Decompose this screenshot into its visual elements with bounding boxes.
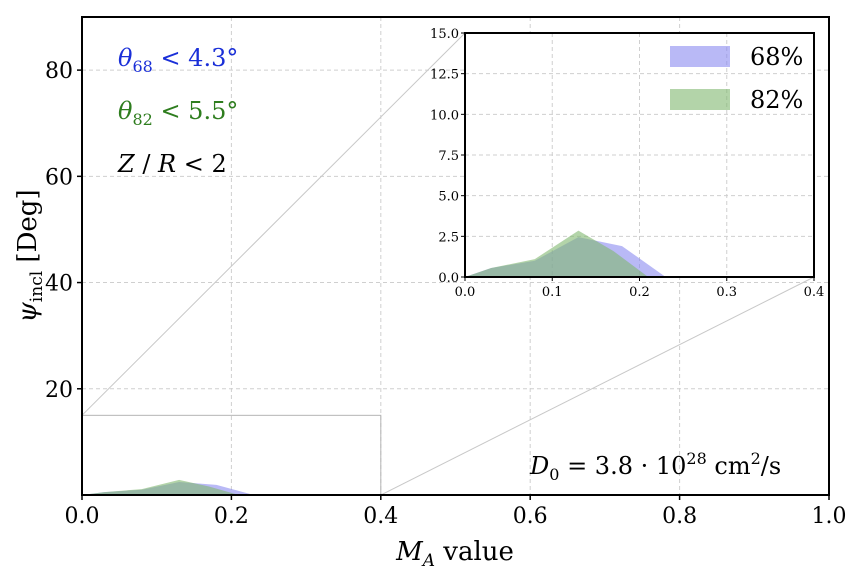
main-y-tick-label: 60 (45, 165, 73, 190)
inset-grid (465, 33, 814, 277)
main-x-tick-label: 0.0 (65, 504, 100, 529)
annotation-zr: Z / R < 2 (117, 150, 227, 178)
y-axis-label: ψincl [Deg] (13, 189, 47, 322)
main-x-tick-label: 0.4 (363, 504, 398, 529)
inset-area-series-2 (465, 230, 649, 277)
inset-y-tick-label: 7.5 (438, 149, 459, 164)
x-axis-label: MA value (395, 537, 514, 571)
annotation-theta82: θ82 < 5.5° (118, 97, 238, 129)
main-y-tick-label: 80 (45, 59, 73, 84)
main-area-series-2 (82, 479, 239, 495)
inset-y-tick-label: 12.5 (430, 68, 459, 83)
main-x-tick-label: 0.8 (662, 504, 697, 529)
main-series (82, 479, 254, 495)
legend-label-1: 68% (750, 43, 803, 71)
inset-x-tick-label: 0.4 (804, 285, 825, 300)
main-y-tick-label: 40 (45, 272, 73, 297)
inset-x-tick-label: 0.3 (716, 285, 737, 300)
annotation-d0: D0 = 3.8 · 1028 cm2/s (529, 449, 781, 484)
inset-x-tick-label: 0.0 (455, 285, 476, 300)
main-x-tick-label: 1.0 (812, 504, 847, 529)
main-x-tick-label: 0.2 (214, 504, 249, 529)
zoom-box (81, 414, 382, 496)
main-plot-frame (81, 16, 830, 496)
inset-x-tick-label: 0.2 (629, 285, 650, 300)
legend-swatch-2 (670, 89, 730, 110)
inset-y-tick-label: 10.0 (430, 108, 459, 123)
main-y-tick-label: 20 (45, 378, 73, 403)
zoom-connector (81, 32, 466, 416)
inset-y-tick-label: 5.0 (438, 190, 459, 205)
inset-y-tick-label: 0.0 (438, 271, 459, 286)
legend-swatch-1 (670, 46, 730, 67)
annotation-theta68: θ68 < 4.3° (118, 44, 238, 76)
main-x-tick-label: 0.6 (513, 504, 548, 529)
legend: 68% 82% (670, 43, 803, 114)
main-ticks: 0.0 0.2 0.4 0.6 0.8 1.0 20 40 60 80 (45, 59, 847, 529)
inset-series (465, 230, 666, 277)
zoom-connector (380, 276, 815, 496)
inset-x-tick-label: 0.1 (542, 285, 563, 300)
inset-y-tick-label: 2.5 (438, 230, 459, 245)
legend-label-2: 82% (750, 86, 803, 114)
inset-ticks: 0.0 0.1 0.2 0.3 0.4 0.0 2.5 5.0 7.5 10.0 12.5 15.0 (430, 27, 824, 300)
inset-y-tick-label: 15.0 (430, 27, 459, 42)
